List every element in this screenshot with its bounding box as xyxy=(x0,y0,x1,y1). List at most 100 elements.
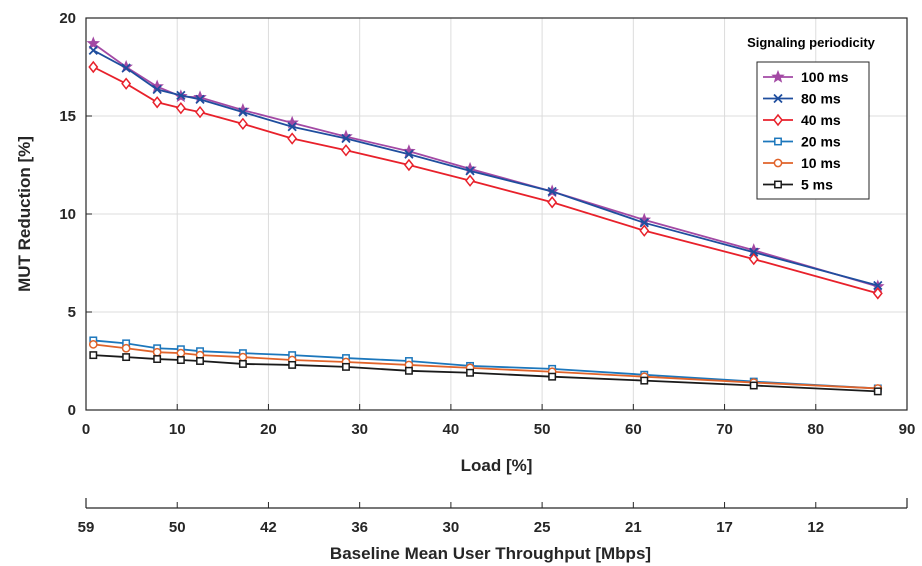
data-point-5-ms xyxy=(548,372,557,381)
data-point-80-ms xyxy=(195,94,205,104)
data-point-40-ms xyxy=(88,60,99,74)
data-point-40-ms xyxy=(465,174,476,187)
x-tick-label: 80 xyxy=(807,421,824,438)
x-tick-label: 60 xyxy=(625,421,642,438)
data-point-40-ms xyxy=(547,196,558,209)
data-point-80-ms xyxy=(287,122,297,132)
data-point-80-ms xyxy=(176,90,186,101)
y-tick-label: 20 xyxy=(59,10,76,27)
grid xyxy=(86,18,907,410)
data-point-40-ms xyxy=(175,101,186,115)
legend-label: 100 ms xyxy=(801,69,849,85)
legend-marker xyxy=(771,69,785,83)
legend-item-5-ms: 5 ms xyxy=(763,177,833,193)
y-tick-label: 15 xyxy=(59,108,76,125)
data-point-40-ms xyxy=(341,144,351,157)
legend-item-80-ms: 80 ms xyxy=(763,91,841,107)
secondary-axis-title: Baseline Mean User Throughput [Mbps] xyxy=(330,544,651,563)
x-tick-label: 10 xyxy=(169,421,186,438)
legend-item-40-ms: 40 ms xyxy=(763,112,841,128)
secondary-tick-label: 36 xyxy=(351,519,368,536)
data-point-10-ms xyxy=(152,347,162,357)
legend-marker xyxy=(773,93,783,104)
legend-label: 40 ms xyxy=(801,112,841,128)
legend-label: 20 ms xyxy=(801,134,841,150)
x-tick-label: 90 xyxy=(899,421,916,438)
series-layer xyxy=(86,36,885,396)
data-point-80-ms xyxy=(465,166,475,176)
legend-marker xyxy=(773,158,783,168)
data-point-40-ms xyxy=(152,96,163,109)
series-100-ms xyxy=(86,36,885,293)
y-tick-label: 10 xyxy=(59,206,76,223)
legend-label: 80 ms xyxy=(801,91,841,107)
data-point-5-ms xyxy=(466,368,474,377)
legend: Signaling periodicity 100 ms 80 ms 40 ms 20 … xyxy=(747,35,876,200)
data-point-10-ms xyxy=(121,343,131,353)
x-tick-label: 70 xyxy=(716,421,733,438)
data-point-40-ms xyxy=(748,252,759,266)
data-point-5-ms xyxy=(749,381,758,390)
series-80-ms xyxy=(88,45,883,291)
data-point-40-ms xyxy=(639,224,650,237)
data-point-40-ms xyxy=(195,105,205,119)
data-point-40-ms xyxy=(403,158,414,172)
secondary-tick-label: 17 xyxy=(716,519,733,536)
y-axis-title: MUT Reduction [%] xyxy=(15,136,34,292)
data-point-80-ms xyxy=(88,45,98,55)
data-point-5-ms xyxy=(640,376,649,385)
series-5-ms xyxy=(89,351,882,396)
data-point-5-ms xyxy=(873,387,882,396)
legend-marker xyxy=(773,113,783,127)
data-point-40-ms xyxy=(287,132,298,145)
data-point-10-ms xyxy=(238,352,248,362)
data-point-10-ms xyxy=(88,339,98,349)
data-point-5-ms xyxy=(342,362,350,371)
series-line-20-ms xyxy=(93,339,878,390)
secondary-tick-label: 21 xyxy=(625,519,642,536)
legend-marker xyxy=(774,137,782,146)
data-point-5-ms xyxy=(153,355,162,363)
data-point-80-ms xyxy=(238,107,248,117)
data-point-100-ms xyxy=(86,36,101,50)
legend-item-10-ms: 10 ms xyxy=(763,155,841,171)
data-point-10-ms xyxy=(176,348,186,358)
secondary-tick-label: 12 xyxy=(807,519,824,536)
data-point-40-ms xyxy=(237,117,248,131)
secondary-tick-label: 50 xyxy=(169,519,186,536)
data-point-5-ms xyxy=(238,359,247,368)
data-point-5-ms xyxy=(176,356,185,364)
legend-title: Signaling periodicity xyxy=(747,35,876,50)
data-point-5-ms xyxy=(122,353,131,362)
data-point-5-ms xyxy=(288,360,297,369)
series-line-80-ms xyxy=(92,49,879,287)
data-point-5-ms xyxy=(89,351,98,360)
secondary-tick-label: 42 xyxy=(260,519,277,536)
data-point-80-ms xyxy=(639,218,649,228)
secondary-tick-label: 25 xyxy=(534,519,551,536)
x-tick-label: 30 xyxy=(351,421,368,438)
data-point-80-ms xyxy=(873,280,883,291)
data-point-80-ms xyxy=(341,133,351,144)
secondary-axis: 59 50 42 36 30 25 21 17 12 xyxy=(78,498,908,536)
y-tick-label: 0 xyxy=(68,402,76,419)
data-point-80-ms xyxy=(121,63,131,73)
data-point-80-ms xyxy=(547,186,557,197)
data-point-80-ms xyxy=(152,84,162,95)
secondary-tick-label: 30 xyxy=(443,519,460,536)
series-line-100-ms xyxy=(92,42,879,288)
x-tick-label: 0 xyxy=(82,421,90,438)
data-point-5-ms xyxy=(404,366,413,375)
legend-label: 10 ms xyxy=(801,155,841,171)
x-tick-label: 40 xyxy=(443,421,460,438)
data-point-100-ms xyxy=(285,115,299,129)
data-point-80-ms xyxy=(749,247,759,257)
series-40-ms xyxy=(88,60,883,300)
legend-box xyxy=(756,61,870,200)
legend-label: 5 ms xyxy=(801,177,833,193)
y-tick-label: 5 xyxy=(68,304,76,321)
data-point-5-ms xyxy=(196,357,204,365)
legend-item-100-ms: 100 ms xyxy=(763,69,849,85)
data-point-40-ms xyxy=(872,287,883,300)
